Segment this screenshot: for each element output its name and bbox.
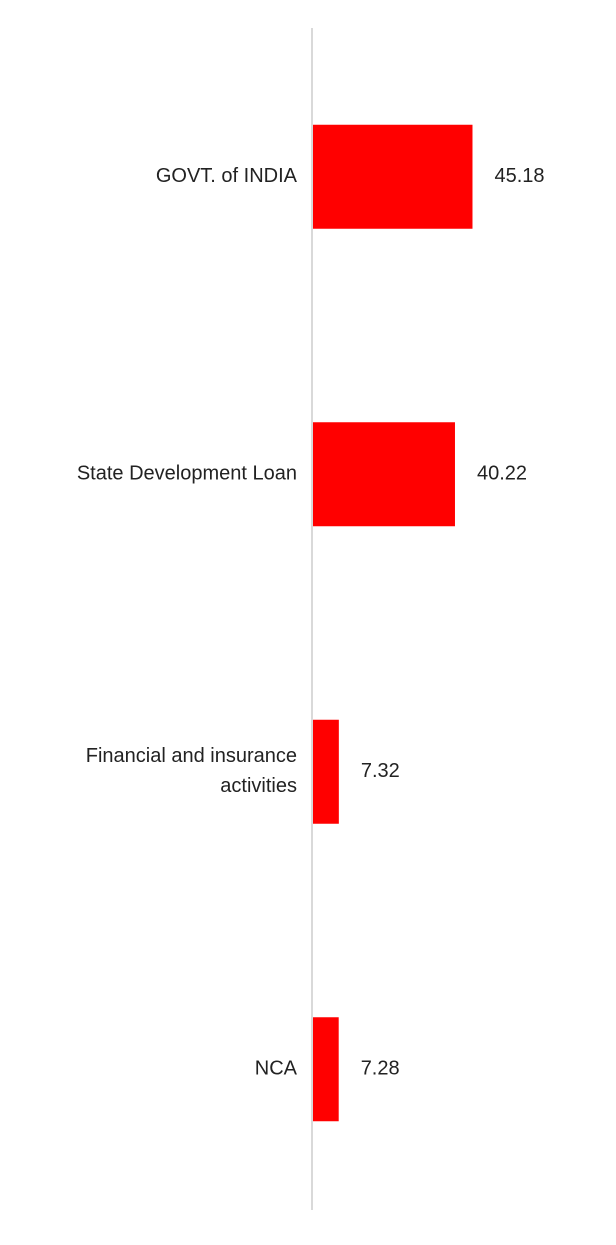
bar [313,719,339,824]
category-label: NCA [255,1058,298,1080]
category-label: State Development Loan [77,463,297,485]
value-label: 7.28 [361,1058,400,1080]
category-label: GOVT. of INDIA [156,165,298,187]
value-label: 7.32 [361,760,400,782]
bar [313,422,455,527]
value-label: 40.22 [477,463,527,485]
category-label: Financial and insurance activities [86,745,297,797]
bar [313,1017,339,1122]
value-label: 45.18 [494,165,544,187]
bar [313,124,473,229]
